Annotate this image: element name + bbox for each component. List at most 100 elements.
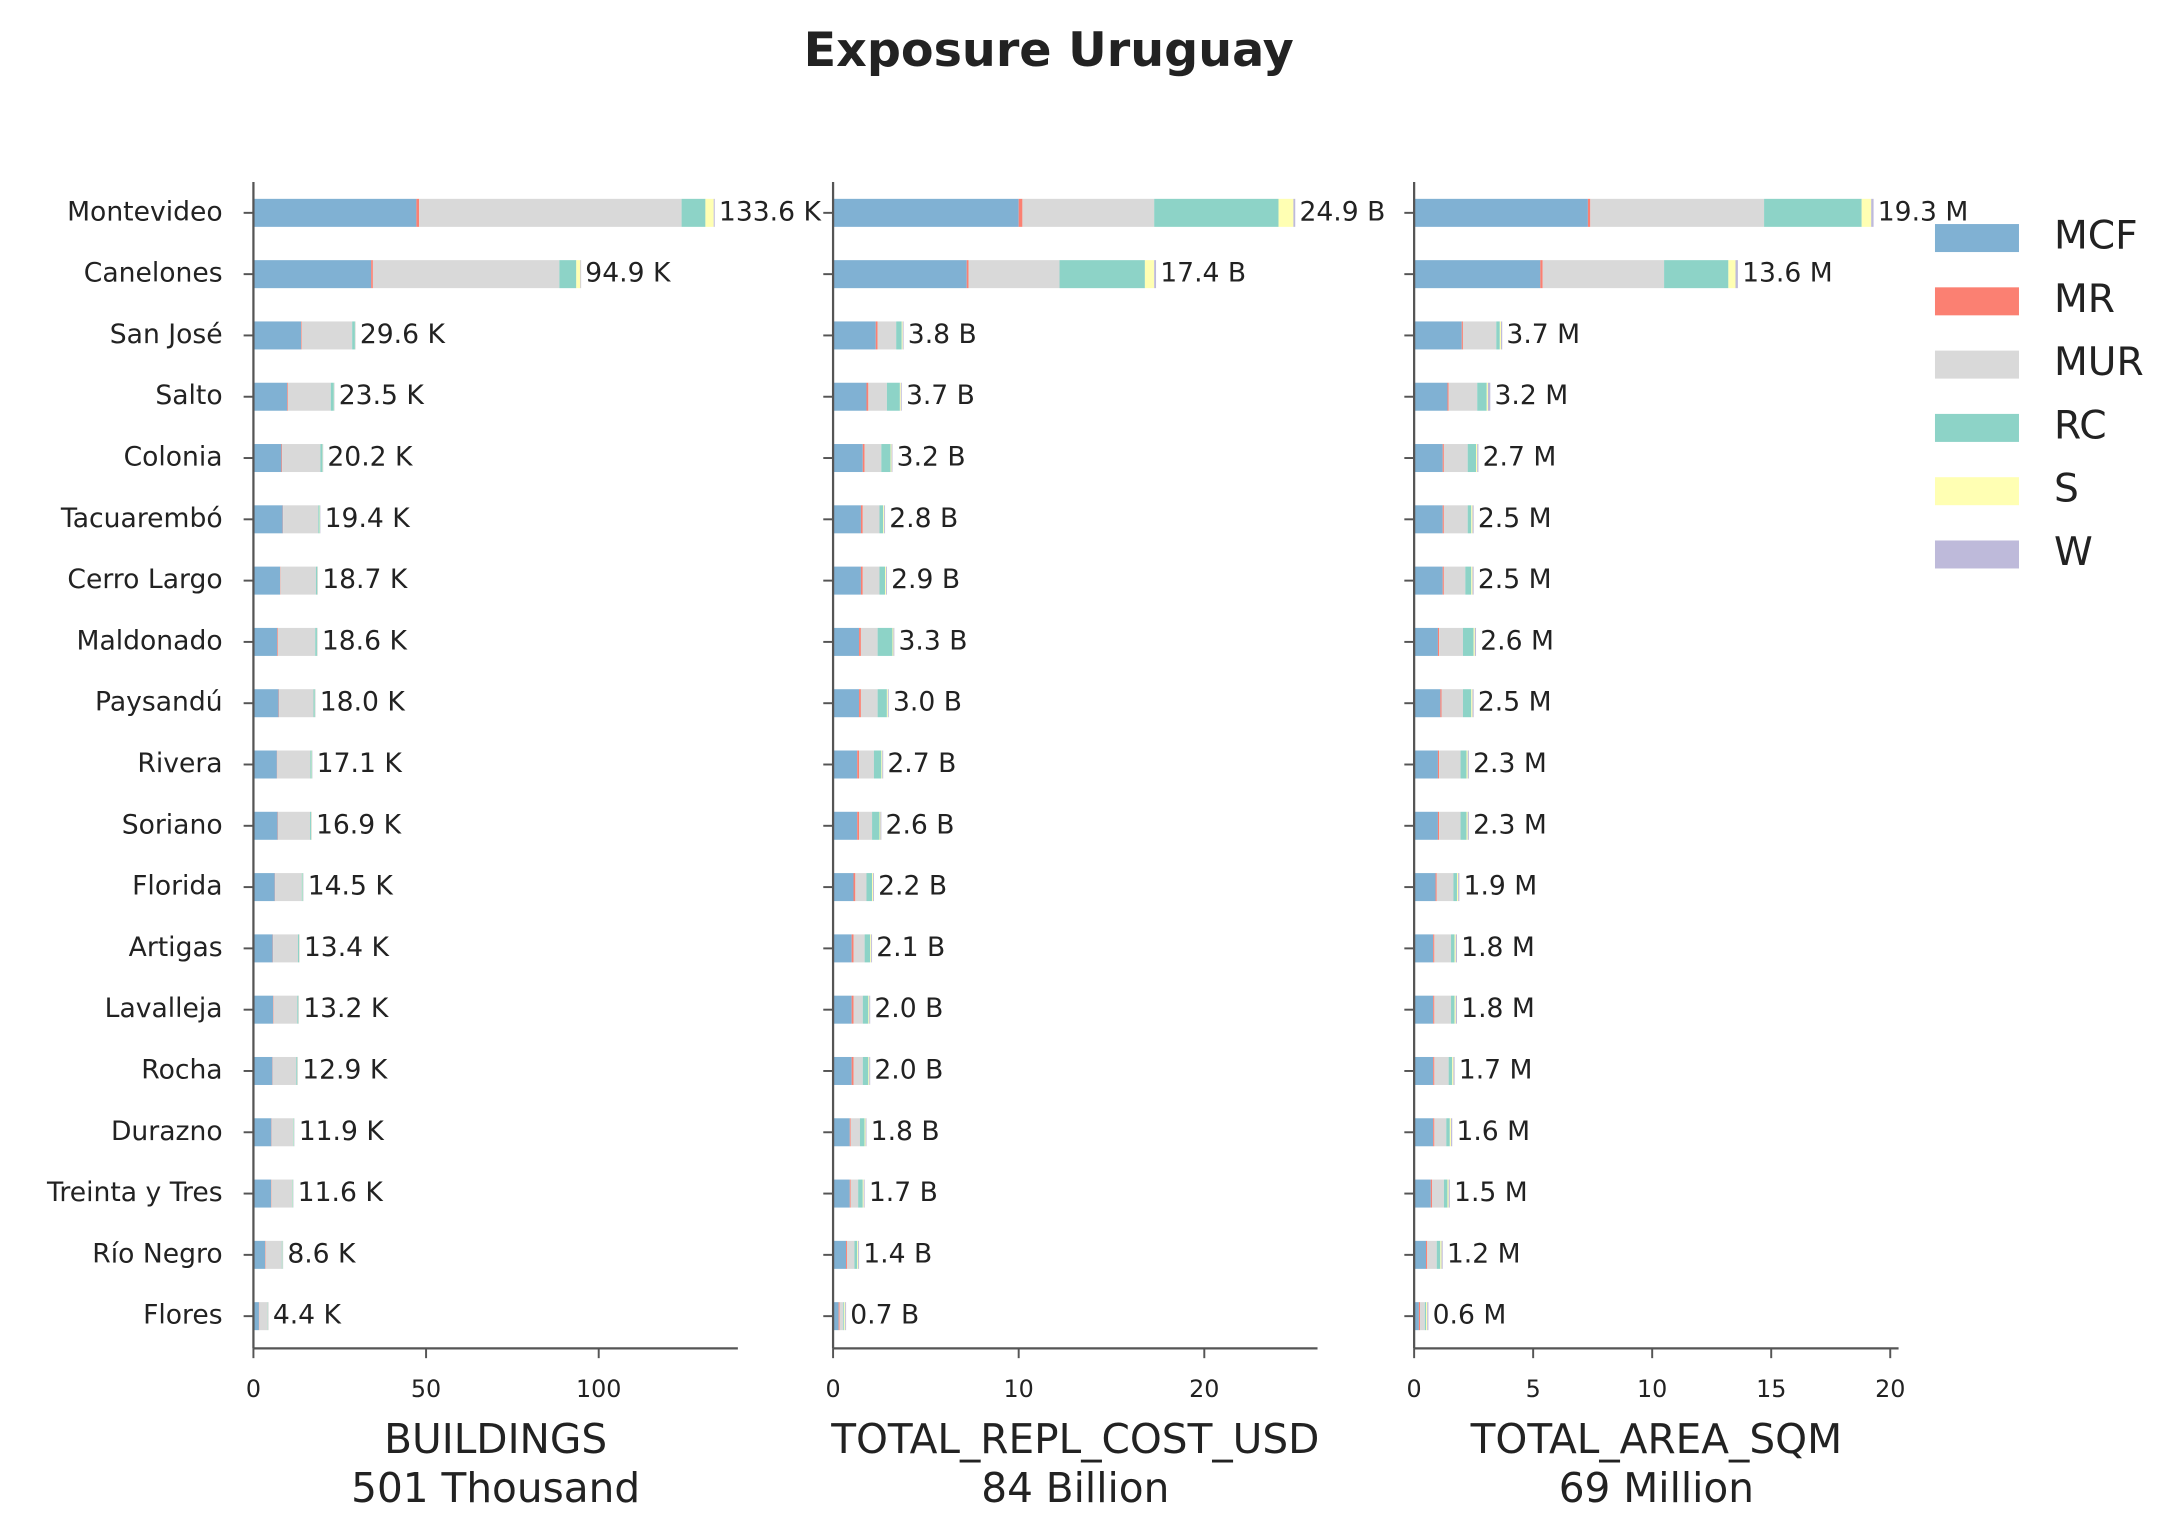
value-label: 3.7 B xyxy=(906,380,975,411)
bar-segment xyxy=(868,995,870,1024)
value-label: 20.2 K xyxy=(327,442,413,473)
value-label: 11.9 K xyxy=(299,1116,385,1147)
bar-segment xyxy=(1439,627,1463,656)
bar-segment xyxy=(1451,1118,1453,1147)
bar-segment xyxy=(1486,382,1488,411)
value-label: 23.5 K xyxy=(339,380,425,411)
bar-segment xyxy=(846,1240,855,1269)
bar-segment xyxy=(1496,321,1500,350)
bar-segment xyxy=(1440,1240,1442,1269)
value-label: 0.6 M xyxy=(1433,1300,1507,1331)
bar-segment xyxy=(859,627,861,656)
value-label: 8.6 K xyxy=(287,1238,356,1269)
bar-segment xyxy=(855,873,867,902)
bar-segment xyxy=(272,1056,297,1085)
bar-segment xyxy=(893,627,895,656)
bar-segment xyxy=(1059,260,1145,289)
bar-segment xyxy=(1728,260,1736,289)
legend-label: MUR xyxy=(2054,340,2144,385)
bar-segment xyxy=(833,321,876,350)
bar-segment xyxy=(862,505,880,534)
bar-segment xyxy=(1587,198,1591,227)
bar-segment xyxy=(277,811,311,840)
bar-segment xyxy=(1443,505,1468,534)
bar-segment xyxy=(871,934,873,963)
bar-segment xyxy=(862,1179,864,1208)
bar-segment xyxy=(1461,321,1463,350)
legend-swatch xyxy=(1934,350,2019,379)
bar-segment xyxy=(892,627,894,656)
bar-segment xyxy=(287,382,288,411)
bar-segment xyxy=(833,1240,847,1269)
bar-segment xyxy=(1467,505,1472,534)
bar-segment xyxy=(253,1056,273,1085)
value-label: 3.3 B xyxy=(899,625,968,656)
bar-segment xyxy=(1418,1302,1421,1331)
bar-segment xyxy=(833,995,852,1024)
bar-segment xyxy=(271,1118,294,1147)
bar-segment xyxy=(857,1240,859,1269)
bar-segment xyxy=(899,382,901,411)
value-label: 2.5 M xyxy=(1478,503,1552,534)
bar-series xyxy=(267,198,706,1331)
bar-segment xyxy=(253,627,278,656)
value-label: 12.9 K xyxy=(302,1054,388,1085)
value-label: 2.6 M xyxy=(1480,625,1554,656)
value-label: 2.0 B xyxy=(874,993,943,1024)
x-tick-label: 0 xyxy=(1407,1375,1422,1403)
bar-segment xyxy=(280,566,316,595)
bar-segment xyxy=(1434,934,1452,963)
legend-swatch xyxy=(1934,477,2019,506)
x-tick-label: 50 xyxy=(411,1375,441,1403)
bar-segment xyxy=(277,750,311,779)
bar-segment xyxy=(1871,198,1874,227)
value-label: 3.2 B xyxy=(897,442,966,473)
bar-series xyxy=(833,198,1019,1331)
bar-segment xyxy=(1499,321,1502,350)
x-axis-sublabel: 69 Million xyxy=(1559,1464,1754,1512)
bar-segment xyxy=(851,1056,854,1085)
bar-segment xyxy=(885,566,886,595)
bar-segment xyxy=(887,689,889,718)
bar-segment xyxy=(313,689,315,718)
bar-segment xyxy=(297,934,300,963)
bar-series xyxy=(839,198,1155,1331)
bar-segment xyxy=(896,321,902,350)
bar-segment xyxy=(277,627,316,656)
x-axis-label: TOTAL_REPL_COST_USD xyxy=(830,1415,1319,1463)
bar-segment xyxy=(882,750,884,779)
bar-segment xyxy=(864,1118,866,1147)
bar-segment xyxy=(868,1056,870,1085)
legend-label: W xyxy=(2054,530,2093,575)
bar-segment xyxy=(1427,1302,1429,1331)
bar-segment xyxy=(1154,198,1279,227)
value-label: 2.2 B xyxy=(878,871,947,902)
bar-segment xyxy=(277,627,278,656)
bar-segment xyxy=(1448,382,1478,411)
bar-segment xyxy=(1441,1240,1443,1269)
bar-segment xyxy=(850,1118,860,1147)
bar-segment xyxy=(1443,444,1468,473)
bar-series xyxy=(845,198,1296,1331)
bar-segment xyxy=(282,444,321,473)
x-axis-label: TOTAL_AREA_SQM xyxy=(1470,1415,1843,1463)
x-tick-label: 5 xyxy=(1526,1375,1541,1403)
x-tick-label: 0 xyxy=(826,1375,841,1403)
bar-series xyxy=(267,198,714,1331)
bar-segment xyxy=(862,444,865,473)
value-label: 16.9 K xyxy=(316,809,402,840)
bar-segment xyxy=(1431,1179,1444,1208)
bar-segment xyxy=(833,260,967,289)
bar-segment xyxy=(1293,198,1296,227)
bar-segment xyxy=(1414,260,1541,289)
bar-segment xyxy=(293,1118,294,1147)
bar-segment xyxy=(1435,873,1437,902)
bar-segment xyxy=(833,566,861,595)
bar-segment xyxy=(1467,444,1477,473)
y-tick-label: Maldonado xyxy=(77,625,223,656)
y-tick-label: Río Negro xyxy=(92,1238,222,1269)
bar-segment xyxy=(1542,260,1665,289)
bar-segment xyxy=(879,811,881,840)
bar-segment xyxy=(1437,750,1440,779)
bar-segment xyxy=(318,505,320,534)
